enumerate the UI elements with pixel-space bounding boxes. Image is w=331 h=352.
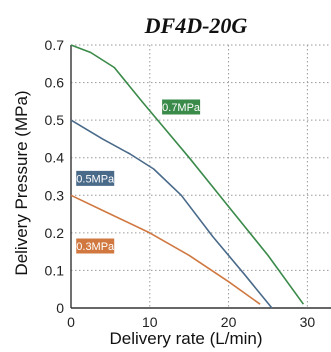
series-layer: [70, 44, 305, 309]
series-labels: 0.7MPa 0.5MPa 0.3MPa: [75, 98, 202, 255]
y-tick-label: 0.5: [45, 112, 65, 128]
y-tick-label: 0.6: [45, 75, 65, 91]
y-tick-label: 0.7: [45, 37, 65, 53]
series-line-0.3MPa: [70, 194, 261, 305]
series-label-0.3MPa: 0.3MPa: [75, 237, 116, 255]
series-label-box: [75, 237, 116, 255]
tick-labels: 0 0.1 0.2 0.3 0.4 0.5 0.6 0.7 0 10 20 30: [45, 37, 316, 330]
y-tick-label: 0: [56, 300, 64, 316]
series-label-0.5MPa: 0.5MPa: [75, 169, 116, 187]
x-tick-label: 0: [67, 314, 75, 330]
series-line-0.5MPa: [70, 119, 273, 309]
y-tick-label: 0.1: [45, 262, 65, 278]
y-tick-label: 0.2: [45, 225, 65, 241]
grid: [71, 44, 331, 308]
x-tick-label: 30: [300, 314, 316, 330]
series-label-box: [161, 98, 202, 116]
series-label-text: 0.3MPa: [76, 241, 115, 253]
x-tick-label: 10: [142, 314, 158, 330]
chart-title: DF4D-20G: [144, 13, 248, 38]
series-line-0.7MPa: [70, 44, 305, 305]
axes: [70, 45, 331, 309]
y-axis-label: Delivery Pressure (MPa): [12, 90, 31, 275]
x-tick-label: 20: [221, 314, 237, 330]
series-label-text: 0.5MPa: [76, 173, 115, 185]
series-label-text: 0.7MPa: [162, 102, 201, 114]
series-label-0.7MPa: 0.7MPa: [161, 98, 202, 116]
y-tick-label: 0.3: [45, 187, 65, 203]
x-axis-label: Delivery rate (L/min): [109, 329, 262, 348]
series-label-box: [75, 169, 116, 187]
y-tick-label: 0.4: [45, 150, 65, 166]
